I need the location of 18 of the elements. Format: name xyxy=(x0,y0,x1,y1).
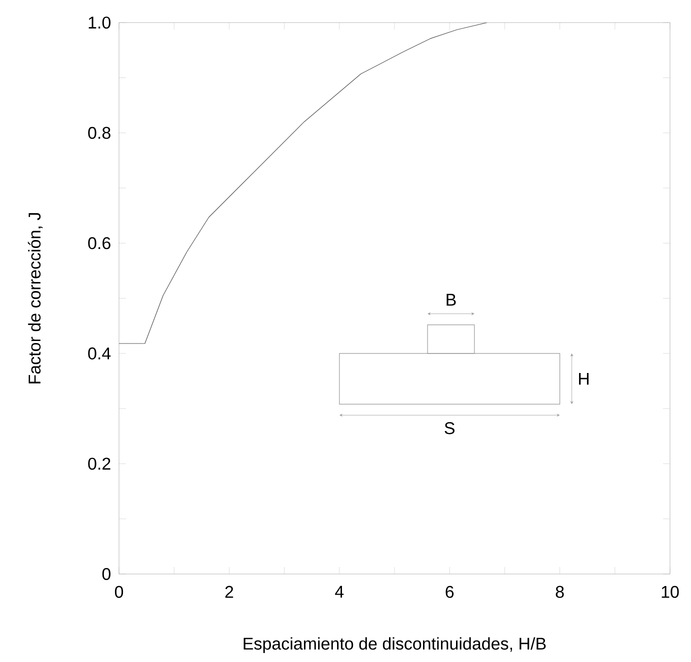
y-tick-label: 1.0 xyxy=(88,16,110,29)
y-tick-label: 0 xyxy=(102,568,110,580)
x-tick-label: 8 xyxy=(556,586,564,598)
y-tick-label: 0.4 xyxy=(88,347,111,360)
x-tick-label: 0 xyxy=(114,586,124,598)
x-tick-label: 4 xyxy=(335,586,344,598)
y-tick-label: 0.2 xyxy=(88,458,110,470)
x-axis-title: Espaciamiento de discontinuidades, H/B xyxy=(244,637,546,654)
annotation: S xyxy=(444,422,454,434)
annotation: H xyxy=(579,372,589,385)
x-tick-label: 6 xyxy=(446,586,454,598)
y-tick-label: 0.6 xyxy=(88,237,110,250)
y-axis-title: Factor de corrección, J xyxy=(28,213,43,384)
y-tick-label: 0.8 xyxy=(88,126,110,139)
x-tick-label: 10 xyxy=(662,586,679,598)
annotation: B xyxy=(446,294,456,306)
x-tick-label: 2 xyxy=(225,586,234,598)
line-series xyxy=(119,22,488,344)
